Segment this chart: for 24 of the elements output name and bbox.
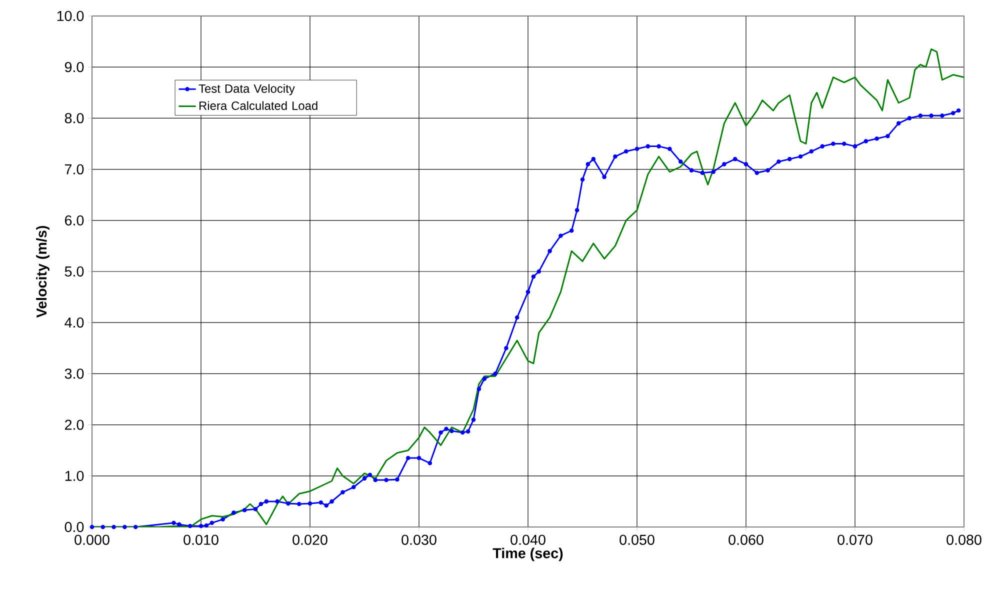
- y-tick-label: 6.0: [65, 215, 84, 226]
- x-tick-label: 0.040: [510, 534, 546, 545]
- y-tick-label: 3.0: [64, 368, 84, 379]
- y-tick-label: 1.0: [65, 470, 84, 481]
- x-tick-label: 0.070: [838, 534, 872, 545]
- y-tick-label: 2.0: [65, 420, 84, 430]
- x-tick-label: 0.020: [292, 534, 328, 545]
- legend-label: Riera Calculated Load: [200, 101, 318, 110]
- x-tick-label: 0.050: [620, 534, 654, 545]
- x-tick-label: 0.000: [74, 534, 110, 545]
- y-tick-label: 10.0: [57, 10, 84, 22]
- y-tick-label: 5.0: [64, 266, 84, 277]
- y-tick-label: 8.0: [64, 113, 84, 124]
- y-axis-title: Velocity (m/s): [36, 226, 50, 318]
- y-tick-label: 7.0: [65, 164, 84, 174]
- y-tick-label: 4.0: [64, 318, 84, 328]
- x-tick-label: 0.030: [402, 534, 436, 545]
- x-axis-title: Time (sec): [492, 548, 563, 562]
- legend-label: Test Data Velocity: [198, 84, 295, 96]
- x-tick-label: 0.060: [728, 534, 764, 545]
- x-tick-label: 0.010: [184, 534, 218, 545]
- y-tick-label: 0.0: [64, 522, 84, 532]
- x-tick-label: 0.080: [946, 534, 982, 545]
- y-tick-label: 9.0: [64, 62, 84, 72]
